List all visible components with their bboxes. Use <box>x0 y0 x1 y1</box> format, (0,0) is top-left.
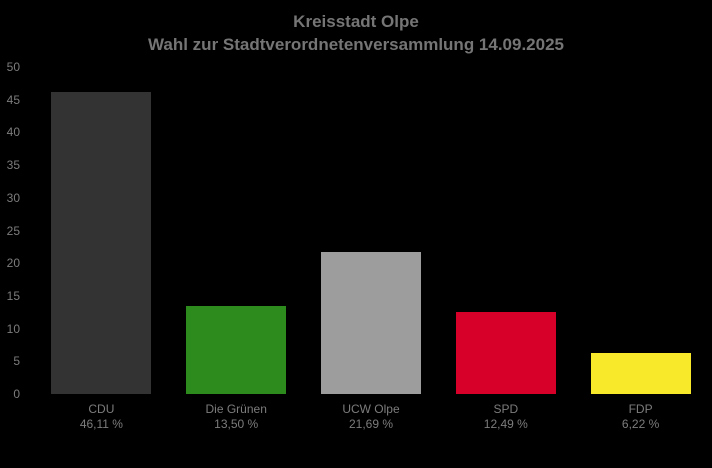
party-percent-label: 12,49 % <box>483 417 528 431</box>
party-percent-label: 13,50 % <box>214 417 259 431</box>
bar-slot <box>169 0 304 394</box>
party-name-label: Die Grünen <box>205 402 267 416</box>
bars-container <box>34 0 708 394</box>
party-percent-label: 21,69 % <box>348 417 394 431</box>
y-axis-tick-label: 20 <box>6 256 20 271</box>
party-name-label: UCW Olpe <box>342 402 400 416</box>
chart-title: Kreisstadt Olpe Wahl zur Stadtverordnete… <box>0 10 712 56</box>
bar-fdp <box>590 353 691 394</box>
bar-slot <box>304 0 439 394</box>
y-axis-tick-label: 5 <box>13 354 20 369</box>
party-percent-label: 46,11 % <box>79 417 123 431</box>
party-name-label: SPD <box>493 402 519 416</box>
party-name-label: FDP <box>628 402 653 416</box>
bar-die-gr-nen <box>186 305 287 394</box>
x-axis-labels: CDU 46,11 % Die Grünen 13,50 % UCW Olpe 21,69… <box>34 402 708 432</box>
bar-label-group: Die Grünen 13,50 % <box>169 402 304 432</box>
y-axis-tick-label: 45 <box>6 92 20 107</box>
bar-label-group: FDP 6,22 % <box>573 402 708 432</box>
y-axis-tick-label: 40 <box>6 125 20 140</box>
y-axis-tick-label: 50 <box>6 60 20 74</box>
bar-spd <box>455 312 556 394</box>
y-axis-tick-label: 25 <box>6 223 20 238</box>
bar-ucw-olpe <box>320 252 421 394</box>
y-axis-tick-label: 15 <box>6 288 20 303</box>
bar-label-group: SPD 12,49 % <box>438 402 573 432</box>
y-axis-tick-label: 35 <box>6 158 20 173</box>
y-axis-tick-label: 10 <box>6 321 20 336</box>
y-axis-tick-label: 30 <box>6 190 20 205</box>
bar-slot <box>34 0 169 394</box>
bar-label-group: UCW Olpe 21,69 % <box>304 402 439 432</box>
party-name-label: CDU <box>88 402 115 416</box>
y-axis: 0 5 10 15 20 25 30 35 40 45 50 <box>0 0 20 468</box>
party-percent-label: 6,22 % <box>621 417 660 431</box>
bar-label-group: CDU 46,11 % <box>34 402 169 432</box>
chart-title-line2: Wahl zur Stadtverordnetenversammlung 14.… <box>147 35 565 54</box>
chart-title-line1: Kreisstadt Olpe <box>293 12 419 31</box>
bar-slot <box>573 0 708 394</box>
bar-slot <box>438 0 573 394</box>
bar-cdu <box>51 92 152 394</box>
y-axis-tick-label: 0 <box>13 387 20 401</box>
